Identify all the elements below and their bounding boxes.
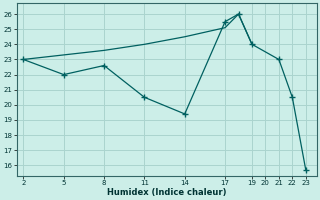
X-axis label: Humidex (Indice chaleur): Humidex (Indice chaleur) <box>107 188 226 197</box>
